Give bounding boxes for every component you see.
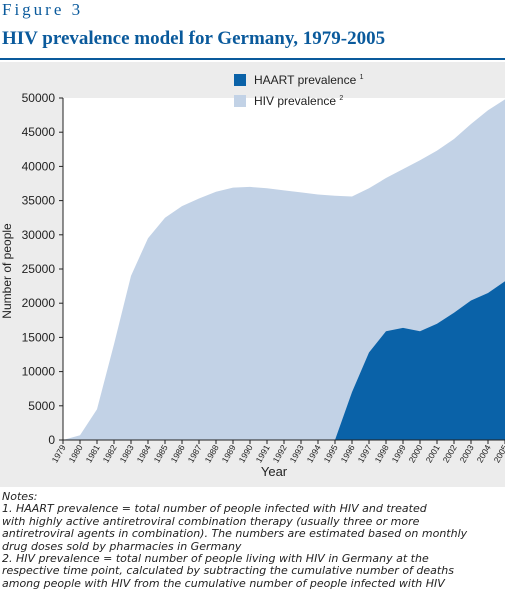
haart-prevalence-area [63,281,505,440]
x-tick-label: 1995 [322,443,340,465]
note-line: antiretroviral agents in combination). T… [2,527,468,541]
x-tick-label: 2004 [475,443,493,465]
x-tick-label: 1983 [118,443,136,465]
x-tick-label: 1980 [67,443,85,465]
x-tick-label: 1984 [135,443,153,465]
x-tick-label: 1986 [169,443,187,465]
note-line: with highly active antiretroviral combin… [2,514,420,528]
note-line: drug doses sold by pharmacies in Germany [2,539,242,553]
areas-group [63,98,505,440]
note-line: 2. HIV prevalence = total number of peop… [2,552,429,566]
x-tick-label: 1993 [288,443,306,465]
y-tick-label: 40000 [22,159,56,173]
y-tick-label: 35000 [22,194,56,208]
x-tick-label: 1991 [254,443,272,465]
y-tick-label: 0 [48,433,55,447]
x-tick-label: 1992 [271,443,289,465]
hiv-prevalence-legend-label: HIV prevalence 2 [254,94,343,108]
y-tick-label: 5000 [28,399,55,413]
x-tick-label: 1989 [220,443,238,465]
y-tick-label: 30000 [22,228,56,242]
haart-prevalence-legend-label: HAART prevalence 1 [254,73,364,87]
x-tick-label: 1982 [101,443,119,465]
figure-label: Figure 3 [2,0,84,19]
x-tick-label: 2001 [424,443,442,465]
haart-prevalence-legend-swatch [234,74,246,86]
x-tick-label: 1994 [305,443,323,465]
x-tick-label: 1981 [84,443,102,465]
x-tick-label: 1990 [237,443,255,465]
area-chart: 0 5000 10000 15000 20000 25000 30000 35000 40000… [0,73,505,479]
legend-footnote-marker: 1 [360,74,364,81]
x-tick-label: 1985 [152,443,170,465]
legend: HAART prevalence 1 HIV prevalence 2 [234,73,364,108]
x-tick-label: 2002 [441,443,459,465]
y-tick-label: 25000 [22,262,56,276]
legend-footnote-marker: 2 [339,95,343,102]
notes-block: Notes: 1. HAART prevalence = total numbe… [2,490,502,590]
title-rule [0,58,505,60]
y-tick-label: 20000 [22,296,56,310]
note-line: 1. HAART prevalence = total number of pe… [2,502,427,516]
x-tick-label: 1997 [356,443,374,465]
hiv-prevalence-legend-swatch [234,95,246,107]
notes-heading: Notes: [2,490,38,503]
x-tick-label: 2005 [492,443,505,465]
x-axis-title: Year [261,464,288,479]
y-axis-title: Number of people [0,223,14,319]
y-tick-label: 10000 [22,365,56,379]
note-line: among people with HIV from the cumulativ… [2,576,445,590]
note-line: respective time point, calculated by sub… [2,564,454,578]
x-tick-label: 1988 [203,443,221,465]
x-tick-label: 2000 [407,443,425,465]
y-tick-label: 50000 [22,91,56,105]
y-tick-label: 15000 [22,330,56,344]
x-tick-label: 1987 [186,443,204,465]
x-tick-label: 1996 [339,443,357,465]
x-tick-label: 2003 [458,443,476,465]
chart-title: HIV prevalence model for Germany, 1979-2… [2,28,386,49]
y-tick-label: 45000 [22,125,56,139]
x-tick-label: 1998 [373,443,391,465]
x-tick-label: 1999 [390,443,408,465]
